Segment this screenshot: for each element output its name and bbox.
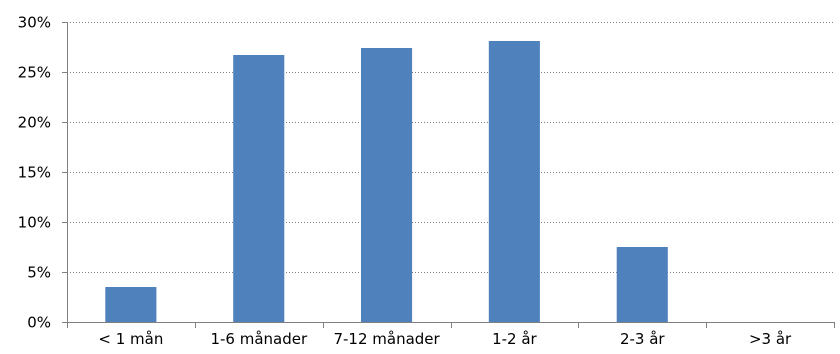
bar — [233, 55, 285, 322]
y-tick-label: 0% — [27, 314, 51, 332]
bar — [105, 287, 157, 322]
gridlines — [67, 22, 834, 273]
y-tick-label: 15% — [18, 164, 51, 182]
y-tick-label: 20% — [18, 114, 51, 132]
bar — [616, 247, 668, 322]
y-tick-label: 30% — [18, 14, 51, 32]
x-tick-label: < 1 mån — [98, 330, 163, 348]
x-axis-tick-labels: < 1 mån 1-6 månader 7-12 månader 1-2 år 2-3 … — [98, 330, 792, 348]
bar — [488, 41, 540, 322]
y-tick-label: 10% — [18, 214, 51, 232]
y-tick-label: 25% — [18, 64, 51, 82]
bars — [105, 41, 668, 322]
x-tick-label: >3 år — [749, 330, 792, 348]
x-tick-label: 2-3 år — [620, 330, 665, 348]
y-tick-label: 5% — [27, 264, 51, 282]
y-axis-tick-labels: 0% 5% 10% 15% 20% 25% 30% — [18, 14, 51, 332]
axes — [62, 22, 835, 328]
x-tick-label: 7-12 månader — [333, 330, 440, 348]
x-tick-label: 1-6 månader — [210, 330, 308, 348]
x-tick-label: 1-2 år — [492, 330, 537, 348]
bar — [361, 48, 413, 322]
